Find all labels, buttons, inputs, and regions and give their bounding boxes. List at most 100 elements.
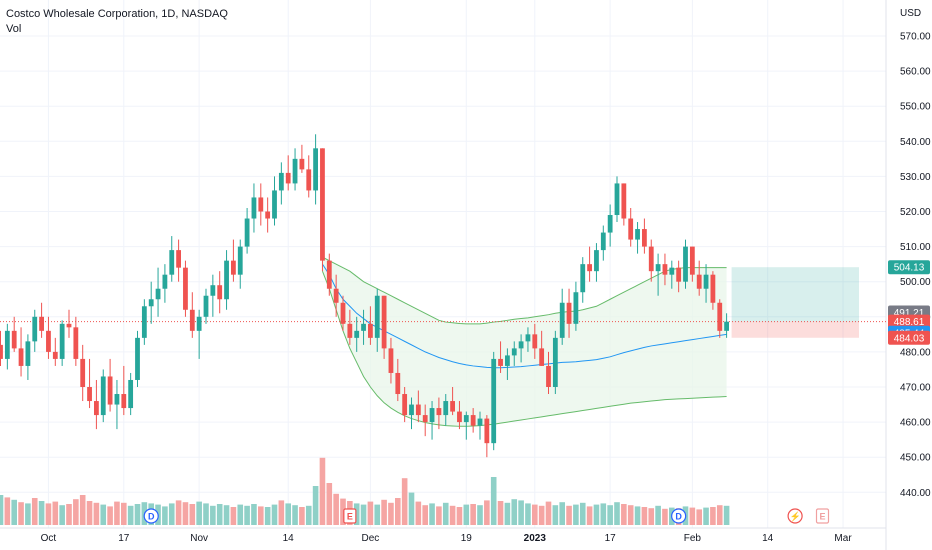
candle-body: [470, 415, 476, 426]
volume-bar: [100, 504, 107, 525]
candle-body: [539, 348, 545, 366]
x-tick-label: 14: [283, 533, 295, 544]
volume-bar: [456, 507, 463, 525]
volume-bar: [134, 504, 141, 525]
volume-bar: [223, 505, 230, 525]
candle-body: [388, 348, 394, 373]
candle-body: [491, 358, 497, 444]
candle-body: [463, 415, 469, 423]
volume-bar: [45, 503, 52, 525]
volume-bar: [0, 495, 4, 525]
volume-bar: [621, 504, 627, 525]
candle-body: [354, 330, 360, 338]
candle-body: [683, 246, 688, 282]
volume-bar: [648, 508, 655, 525]
volume-bar: [59, 505, 65, 525]
x-tick-label: 17: [605, 533, 617, 544]
volume-bar: [196, 501, 202, 525]
candle-body: [59, 323, 65, 359]
candle-body: [552, 337, 558, 387]
volume-bar: [11, 499, 17, 525]
volume-bar: [716, 505, 723, 525]
candle-body: [121, 394, 127, 409]
currency-label: USD: [900, 8, 922, 19]
volume-bar: [532, 504, 538, 525]
candle-body: [320, 148, 325, 261]
candle-body: [573, 292, 579, 324]
candle-body: [648, 246, 654, 272]
symbol-title: Costco Wholesale Corporation, 1D, NASDAQ: [6, 8, 228, 20]
volume-bar: [203, 503, 209, 525]
volume-bar: [127, 505, 134, 525]
candle-body: [532, 334, 538, 349]
candle-body: [402, 394, 408, 416]
candle-body: [724, 321, 729, 331]
volume-bar: [634, 506, 641, 525]
volume-bar: [264, 507, 271, 525]
candle-body: [559, 302, 565, 338]
candle-body: [326, 260, 332, 289]
candle-body: [525, 334, 531, 342]
candle-body: [669, 267, 675, 275]
volume-bar: [86, 501, 93, 525]
y-tick-label: 520.00: [900, 207, 931, 218]
volume-bar: [497, 501, 504, 525]
candle-body: [25, 341, 31, 366]
y-tick-label: 540.00: [900, 137, 931, 148]
volume-bar: [38, 501, 45, 525]
band-lower-line: [321, 270, 727, 427]
candle-body: [251, 197, 257, 219]
volume-bar: [18, 502, 24, 525]
volume-bar: [463, 504, 470, 525]
price-tag-label: 488.61: [894, 317, 925, 328]
band-upper-line: [322, 256, 727, 325]
candle-body: [587, 264, 592, 272]
candle-body: [107, 376, 113, 405]
volume-bar: [662, 508, 668, 525]
volume-bar: [703, 507, 709, 525]
price-tag: [888, 330, 930, 345]
candle-body: [0, 344, 3, 359]
candle-body: [231, 260, 236, 275]
candle-body: [642, 229, 647, 247]
volume-bar: [271, 504, 278, 525]
volume-bar: [168, 503, 175, 525]
candle-body: [87, 387, 92, 402]
volume-bar: [593, 504, 600, 525]
candle-body: [148, 299, 154, 307]
volume-bar: [230, 507, 237, 525]
event-marker-dividend: [143, 508, 159, 524]
volume-bar: [484, 500, 490, 525]
candle-body: [689, 246, 695, 275]
candle-body: [128, 379, 134, 409]
event-marker-earnings-future: [815, 508, 830, 524]
candle-body: [285, 172, 291, 184]
candle-body: [443, 401, 449, 416]
candle-body: [278, 172, 284, 191]
volume-bar: [552, 505, 559, 525]
volume-bar: [278, 500, 285, 525]
candle-body: [710, 274, 716, 303]
volume-bar: [408, 492, 415, 525]
candle-body: [477, 418, 483, 426]
candle-body: [46, 330, 51, 352]
volume-bar: [415, 501, 422, 525]
candle-body: [498, 358, 503, 366]
volume-bar: [114, 501, 120, 525]
candle-body: [422, 415, 428, 423]
volume-bar: [442, 502, 449, 525]
volume-bar: [538, 505, 545, 525]
candle-body: [457, 411, 462, 423]
candle-body: [415, 404, 421, 416]
x-tick-label: Mar: [834, 533, 852, 544]
volume-bar: [449, 505, 456, 525]
volume-bar: [518, 500, 524, 525]
volume-bar: [305, 505, 312, 525]
candle-body: [4, 330, 10, 359]
candle-body: [313, 148, 318, 191]
candle-body: [635, 229, 640, 240]
candle-body: [135, 337, 140, 380]
volume-bar: [73, 499, 79, 525]
